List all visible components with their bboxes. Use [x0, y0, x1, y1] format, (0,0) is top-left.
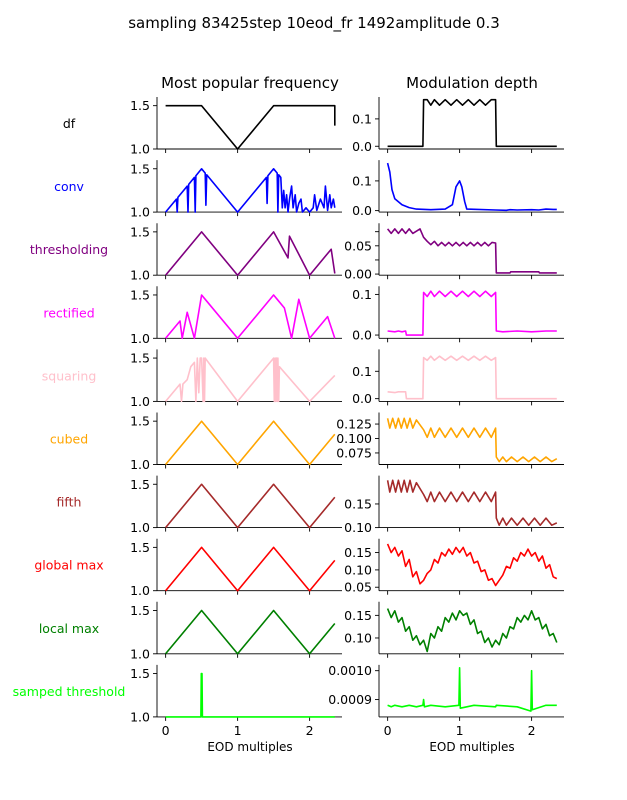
series-line-freq-squaring: [164, 357, 336, 403]
y-tick-label-mod-rectified: 0.0: [352, 328, 372, 343]
series-line-mod-fifth: [386, 479, 558, 526]
x-tick-label-freq: 2: [306, 723, 314, 738]
y-tick-label-freq-samped-threshold: 1.0: [130, 709, 150, 724]
y-tick-label-mod-squaring: 0.0: [352, 391, 372, 406]
row-label-fifth: fifth: [57, 495, 82, 510]
y-tick-label-mod-thresholding: 0.00: [344, 267, 372, 282]
y-tick-label-freq-squaring: 1.0: [130, 394, 150, 409]
series-line-freq-conv: [164, 168, 336, 213]
row-label-thresholding: thresholding: [30, 242, 108, 257]
y-tick-label-mod-samped-threshold: 0.0009: [328, 692, 372, 707]
series-line-mod-samped-threshold: [387, 667, 557, 712]
series-line-freq-thresholding: [164, 231, 336, 276]
y-tick-label-mod-global-max: 0.10: [344, 562, 372, 577]
y-tick-label-mod-cubed: 0.100: [336, 431, 372, 446]
y-tick-label-freq-local-max: 1.5: [130, 603, 150, 618]
series-line-freq-df: [165, 104, 336, 150]
series-line-mod-rectified: [387, 290, 557, 336]
series-line-freq-local-max: [164, 609, 336, 655]
series-line-mod-squaring: [387, 355, 557, 400]
series-line-mod-global-max: [386, 543, 558, 587]
series-line-mod-conv: [386, 162, 557, 212]
y-tick-label-freq-rectified: 1.0: [130, 331, 150, 346]
x-tick-label-mod: 0: [384, 723, 392, 738]
y-tick-label-mod-df: 0.1: [352, 111, 372, 126]
x-tick-label-mod: 1: [456, 723, 464, 738]
y-tick-label-mod-global-max: 0.15: [344, 545, 372, 560]
y-tick-label-freq-local-max: 1.0: [130, 646, 150, 661]
row-label-conv: conv: [54, 179, 84, 194]
y-tick-label-freq-cubed: 1.5: [130, 414, 150, 429]
y-tick-label-freq-fifth: 1.0: [130, 520, 150, 535]
y-tick-label-freq-rectified: 1.5: [130, 287, 150, 302]
y-tick-label-freq-conv: 1.0: [130, 205, 150, 220]
row-label-samped-threshold: samped threshold: [13, 684, 126, 699]
y-tick-label-freq-fifth: 1.5: [130, 477, 150, 492]
y-tick-label-mod-thresholding: 0.05: [344, 238, 372, 253]
y-tick-label-mod-cubed: 0.125: [336, 417, 372, 432]
x-axis-label-frequency: EOD multiples: [207, 740, 292, 754]
series-line-mod-local-max: [386, 608, 558, 653]
series-line-mod-thresholding: [386, 228, 557, 274]
y-tick-label-freq-squaring: 1.5: [130, 351, 150, 366]
y-tick-label-mod-df: 0.0: [352, 139, 372, 154]
series-line-freq-samped-threshold: [165, 672, 335, 718]
y-tick-label-mod-conv: 0.1: [352, 173, 372, 188]
y-tick-label-freq-cubed: 1.0: [130, 457, 150, 472]
y-tick-label-mod-conv: 0.0: [352, 203, 372, 218]
y-tick-label-mod-global-max: 0.05: [344, 580, 372, 595]
row-label-global-max: global max: [34, 558, 103, 573]
series-line-freq-rectified: [164, 294, 336, 340]
x-tick-label-freq: 1: [234, 723, 242, 738]
figure-title: sampling 83425step 10eod_fr 1492amplitud…: [128, 14, 500, 33]
y-tick-label-freq-samped-threshold: 1.5: [130, 666, 150, 681]
column-title-modulation: Modulation depth: [406, 74, 538, 92]
y-tick-label-freq-global-max: 1.5: [130, 540, 150, 555]
series-line-freq-global-max: [164, 546, 336, 592]
row-label-cubed: cubed: [50, 432, 88, 447]
x-tick-label-mod: 2: [528, 723, 536, 738]
y-tick-label-mod-samped-threshold: 0.0010: [328, 663, 372, 678]
y-tick-label-freq-df: 1.5: [130, 98, 150, 113]
y-tick-label-mod-rectified: 0.1: [352, 287, 372, 302]
row-label-squaring: squaring: [42, 368, 97, 383]
row-label-local-max: local max: [39, 621, 99, 636]
row-label-df: df: [63, 116, 76, 131]
series-line-freq-cubed: [164, 420, 336, 466]
y-tick-label-freq-conv: 1.5: [130, 161, 150, 176]
series-line-mod-df: [387, 98, 557, 148]
y-tick-label-mod-fifth: 0.10: [344, 520, 372, 535]
y-tick-label-freq-thresholding: 1.0: [130, 268, 150, 283]
y-tick-label-freq-df: 1.0: [130, 142, 150, 157]
y-tick-label-freq-global-max: 1.0: [130, 583, 150, 598]
x-axis-label-modulation: EOD multiples: [429, 740, 514, 754]
x-tick-label-freq: 0: [162, 723, 170, 738]
row-label-rectified: rectified: [43, 305, 94, 320]
column-title-frequency: Most popular frequency: [161, 74, 339, 92]
y-tick-label-mod-squaring: 0.1: [352, 364, 372, 379]
y-tick-label-mod-local-max: 0.15: [344, 608, 372, 623]
y-tick-label-freq-thresholding: 1.5: [130, 224, 150, 239]
y-tick-label-mod-local-max: 0.10: [344, 630, 372, 645]
y-tick-label-mod-fifth: 0.15: [344, 496, 372, 511]
y-tick-label-mod-cubed: 0.075: [336, 445, 372, 460]
series-line-mod-cubed: [386, 417, 558, 463]
series-line-freq-fifth: [164, 483, 336, 529]
